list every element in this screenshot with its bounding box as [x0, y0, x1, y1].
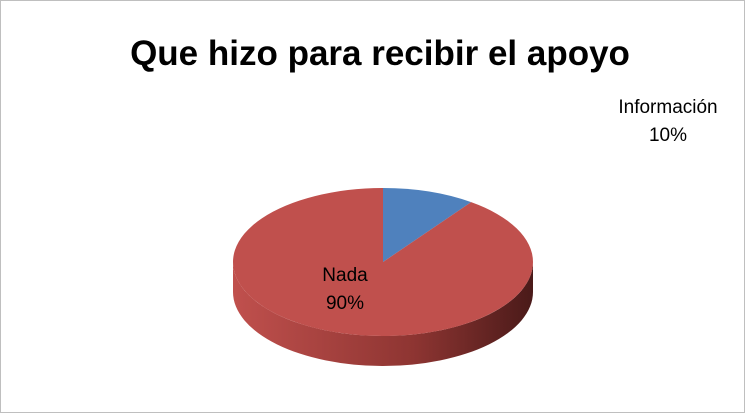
data-label-category: Información [618, 97, 717, 118]
data-label-category: Nada [322, 265, 368, 286]
slice [383, 188, 472, 262]
slice [233, 188, 534, 336]
slice-side [233, 262, 533, 366]
chart-title: Que hizo para recibir el apoyo [130, 34, 630, 73]
data-label-value: 90% [326, 293, 364, 314]
data-label-value: 10% [649, 125, 687, 146]
